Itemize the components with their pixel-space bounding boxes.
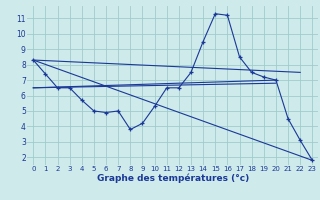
X-axis label: Graphe des températures (°c): Graphe des températures (°c) <box>97 174 249 183</box>
